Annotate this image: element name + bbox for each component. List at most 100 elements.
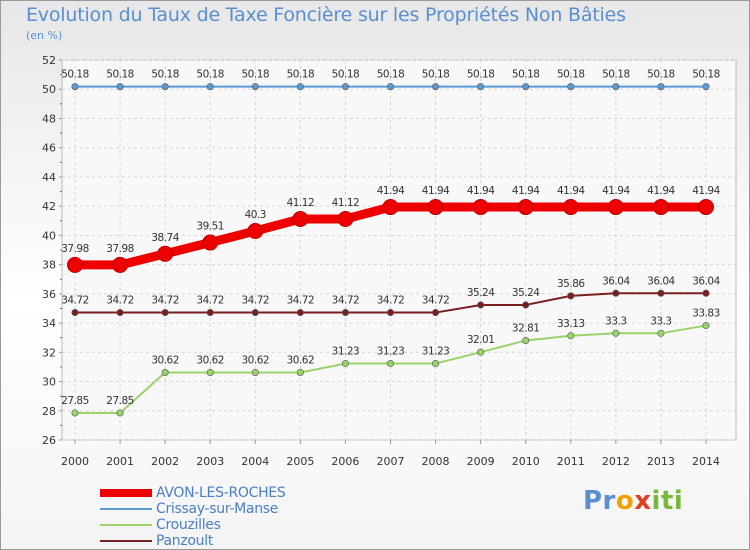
y-tick-label: 30: [42, 376, 56, 389]
data-point-avon-les-roches: [337, 211, 354, 228]
legend: AVON-LES-ROCHES Crissay-sur-Manse Crouzi…: [100, 485, 360, 549]
legend-label-avon: AVON-LES-ROCHES: [156, 485, 286, 501]
data-label-crissay-sur-manse: 50.18: [106, 69, 134, 81]
x-tick-label: 2007: [377, 455, 405, 468]
data-label-avon-les-roches: 41.94: [467, 185, 495, 197]
data-label-avon-les-roches: 41.12: [287, 197, 315, 209]
data-point-avon-les-roches: [112, 256, 129, 273]
data-label-avon-les-roches: 41.94: [692, 185, 720, 197]
x-tick-label: 2006: [331, 455, 359, 468]
data-point-crouzilles: [161, 368, 169, 376]
x-tick-label: 2012: [602, 455, 630, 468]
data-label-crouzilles: 30.62: [287, 354, 315, 366]
data-label-crissay-sur-manse: 50.18: [61, 69, 89, 81]
y-axis-unit: (en %): [26, 29, 63, 42]
legend-label-crissay: Crissay-sur-Manse: [156, 501, 279, 517]
data-label-panzoult: 34.72: [61, 295, 89, 307]
y-tick-label: 42: [42, 200, 56, 213]
data-label-avon-les-roches: 41.94: [422, 185, 450, 197]
chart-title: Evolution du Taux de Taxe Foncière sur l…: [26, 4, 626, 26]
data-label-crouzilles: 32.81: [512, 322, 540, 334]
data-point-avon-les-roches: [607, 199, 624, 216]
data-point-panzoult: [206, 309, 214, 317]
data-point-crissay-sur-manse: [251, 83, 259, 91]
data-point-panzoult: [702, 289, 710, 297]
legend-label-crouzilles: Crouzilles: [156, 517, 221, 533]
data-point-crouzilles: [522, 336, 530, 344]
data-label-crouzilles: 33.3: [605, 315, 626, 327]
y-tick-label: 44: [42, 171, 56, 184]
data-point-crissay-sur-manse: [657, 83, 665, 91]
data-point-crissay-sur-manse: [71, 83, 79, 91]
x-tick-label: 2003: [196, 455, 224, 468]
data-label-avon-les-roches: 41.94: [647, 185, 675, 197]
data-point-avon-les-roches: [247, 223, 264, 239]
data-point-avon-les-roches: [202, 234, 219, 251]
y-tick-label: 46: [42, 142, 56, 155]
legend-swatch-crouzilles: [100, 524, 152, 526]
data-label-crissay-sur-manse: 50.18: [151, 69, 179, 81]
data-label-crouzilles: 30.62: [242, 354, 270, 366]
data-label-crissay-sur-manse: 50.18: [242, 69, 270, 81]
data-point-panzoult: [432, 309, 440, 317]
x-tick-label: 2001: [106, 455, 134, 468]
data-label-crouzilles: 33.13: [557, 318, 585, 330]
proxiti-logo: Proxiti: [583, 486, 684, 516]
data-label-crissay-sur-manse: 50.18: [512, 69, 540, 81]
data-label-crissay-sur-manse: 50.18: [692, 69, 720, 81]
data-label-avon-les-roches: 40.3: [245, 209, 266, 221]
data-label-panzoult: 34.72: [377, 295, 405, 307]
data-point-avon-les-roches: [427, 199, 444, 216]
data-point-panzoult: [612, 289, 620, 297]
data-point-crissay-sur-manse: [386, 83, 394, 91]
data-label-crouzilles: 31.23: [332, 346, 360, 358]
data-label-crissay-sur-manse: 50.18: [467, 69, 495, 81]
data-label-crouzilles: 31.23: [377, 346, 405, 358]
data-point-avon-les-roches: [292, 211, 309, 228]
data-point-crouzilles: [612, 329, 620, 337]
data-point-crissay-sur-manse: [116, 83, 124, 91]
data-label-crouzilles: 33.83: [692, 308, 720, 320]
data-label-crissay-sur-manse: 50.18: [422, 69, 450, 81]
data-point-crissay-sur-manse: [296, 83, 304, 91]
data-point-panzoult: [161, 309, 169, 317]
data-point-crouzilles: [251, 368, 259, 376]
data-point-panzoult: [296, 309, 304, 317]
data-label-avon-les-roches: 37.98: [106, 243, 134, 255]
data-point-crouzilles: [477, 348, 485, 356]
data-point-crissay-sur-manse: [612, 83, 620, 91]
data-label-crissay-sur-manse: 50.18: [647, 69, 675, 81]
data-label-avon-les-roches: 41.94: [557, 185, 585, 197]
data-point-panzoult: [71, 309, 79, 317]
data-label-avon-les-roches: 41.12: [332, 197, 360, 209]
data-point-panzoult: [657, 289, 665, 297]
data-label-avon-les-roches: 39.51: [196, 221, 224, 233]
data-point-avon-les-roches: [382, 199, 399, 216]
data-label-panzoult: 35.24: [512, 287, 540, 299]
data-point-crouzilles: [386, 360, 394, 368]
data-point-crouzilles: [432, 360, 440, 368]
data-point-avon-les-roches: [67, 256, 83, 273]
y-tick-label: 50: [42, 83, 56, 96]
data-point-crouzilles: [116, 409, 124, 417]
data-label-crouzilles: 33.3: [650, 315, 671, 327]
legend-swatch-avon: [100, 489, 152, 497]
data-point-crouzilles: [341, 360, 349, 368]
data-label-avon-les-roches: 41.94: [512, 185, 540, 197]
y-tick-label: 26: [42, 434, 56, 447]
data-point-crissay-sur-manse: [341, 83, 349, 91]
data-point-panzoult: [567, 292, 575, 300]
legend-swatch-panzoult: [100, 540, 152, 542]
x-tick-label: 2005: [286, 455, 314, 468]
data-label-crissay-sur-manse: 50.18: [196, 69, 224, 81]
data-point-avon-les-roches: [652, 199, 669, 216]
data-point-crouzilles: [702, 322, 710, 330]
data-label-panzoult: 34.72: [287, 295, 315, 307]
data-point-crissay-sur-manse: [161, 83, 169, 91]
data-label-crissay-sur-manse: 50.18: [332, 69, 360, 81]
data-point-avon-les-roches: [698, 199, 714, 216]
y-tick-label: 52: [42, 54, 56, 67]
x-tick-label: 2008: [422, 455, 450, 468]
data-label-crissay-sur-manse: 50.18: [287, 69, 315, 81]
legend-item-crouzilles: Crouzilles: [100, 517, 360, 533]
